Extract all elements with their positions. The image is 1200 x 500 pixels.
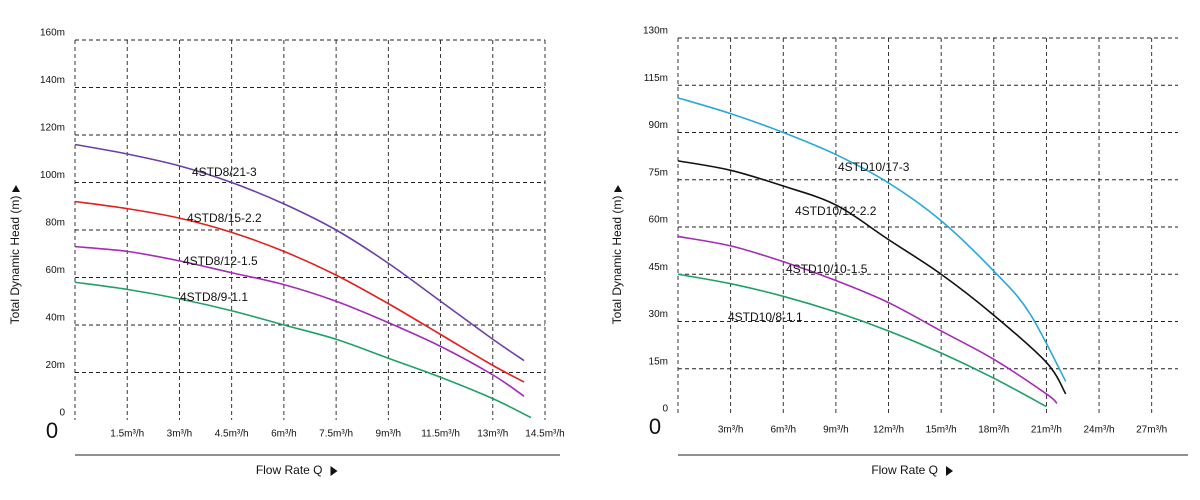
x-tick-label: 24m³/h (1083, 425, 1114, 436)
x-tick-label: 11.5m³/h (421, 429, 460, 440)
y-axis-title: Total Dynamic Head (m) (8, 196, 22, 325)
x-tick-label: 7.5m³/h (319, 429, 353, 440)
x-tick-label: 9m³/h (376, 429, 402, 440)
x-tick-label: 4.5m³/h (215, 429, 249, 440)
y-tick-label: 60m (46, 265, 65, 276)
x-tick-label: 13m³/h (477, 429, 508, 440)
curve-label: 4STD8/9-1.1 (180, 290, 248, 304)
y-tick-label: 120m (40, 123, 65, 134)
y-tick-label: 130m (643, 26, 668, 37)
y-tick-label: 40m (46, 313, 65, 324)
curve-label: 4STD10/10-1.5 (786, 262, 868, 276)
x-tick-label: 9m³/h (823, 425, 849, 436)
y-tick-label: 45m (649, 262, 668, 273)
y-tick-label: 60m (649, 215, 668, 226)
curve (74, 143, 525, 362)
y-tick-label: 0 (59, 408, 65, 419)
x-axis-title: Flow Rate Q (256, 463, 323, 477)
x-tick-label: 14.5m³/h (525, 429, 564, 440)
x-tick-label: 1.5m³/h (110, 429, 144, 440)
y-tick-label: 160m (40, 28, 65, 39)
curve (74, 281, 532, 419)
y-tick-label: 80m (46, 218, 65, 229)
curve-label: 4STD8/15-2.2 (187, 211, 262, 225)
x-axis-arrow (946, 466, 953, 476)
y-axis-title: Total Dynamic Head (m) (610, 196, 624, 325)
origin-label: 0 (46, 418, 58, 443)
x-tick-label: 27m³/h (1136, 425, 1167, 436)
y-tick-label: 115m (644, 73, 668, 84)
curve-label: 4STD10/17-3 (838, 160, 910, 174)
x-tick-label: 15m³/h (926, 425, 957, 436)
x-axis-title: Flow Rate Q (871, 463, 938, 477)
y-axis-arrow (614, 185, 622, 192)
y-axis-arrow (12, 185, 20, 192)
x-tick-label: 18m³/h (978, 425, 1009, 436)
curve-label: 4STD10/12-2.2 (795, 204, 877, 218)
curve (677, 97, 1067, 382)
y-tick-label: 140m (40, 75, 65, 86)
chart: 0 15m 30m 45m 60m 75m 90m 115m 130m 3m³/h 6m³/h 9m³… (610, 26, 1188, 477)
x-tick-label: 3m³/h (167, 429, 193, 440)
y-tick-label: 20m (46, 360, 65, 371)
curve-label: 4STD8/12-1.5 (183, 254, 258, 268)
x-tick-label: 6m³/h (770, 425, 796, 436)
x-axis-arrow (330, 466, 338, 476)
x-tick-label: 6m³/h (271, 429, 297, 440)
curve (74, 245, 525, 397)
y-tick-label: 100m (40, 170, 65, 181)
y-tick-label: 0 (662, 404, 668, 415)
chart: 0 20m 40m 60m 80m 100m 120m 140m 160m 1.5m³/h 3m³/… (8, 28, 565, 478)
curve-label: 4STD8/21-3 (192, 165, 257, 179)
x-tick-label: 12m³/h (873, 425, 904, 436)
origin-label: 0 (649, 414, 661, 439)
curve (74, 200, 525, 383)
y-tick-label: 15m (649, 356, 668, 367)
y-tick-label: 90m (649, 120, 668, 131)
x-tick-label: 21m³/h (1031, 425, 1062, 436)
curve (677, 235, 1058, 404)
y-tick-label: 75m (649, 167, 668, 178)
curve (677, 273, 1047, 408)
x-tick-label: 3m³/h (718, 425, 744, 436)
y-tick-label: 30m (649, 309, 668, 320)
curve (677, 160, 1067, 395)
curve-label: 4STD10/8-1.1 (728, 310, 803, 324)
